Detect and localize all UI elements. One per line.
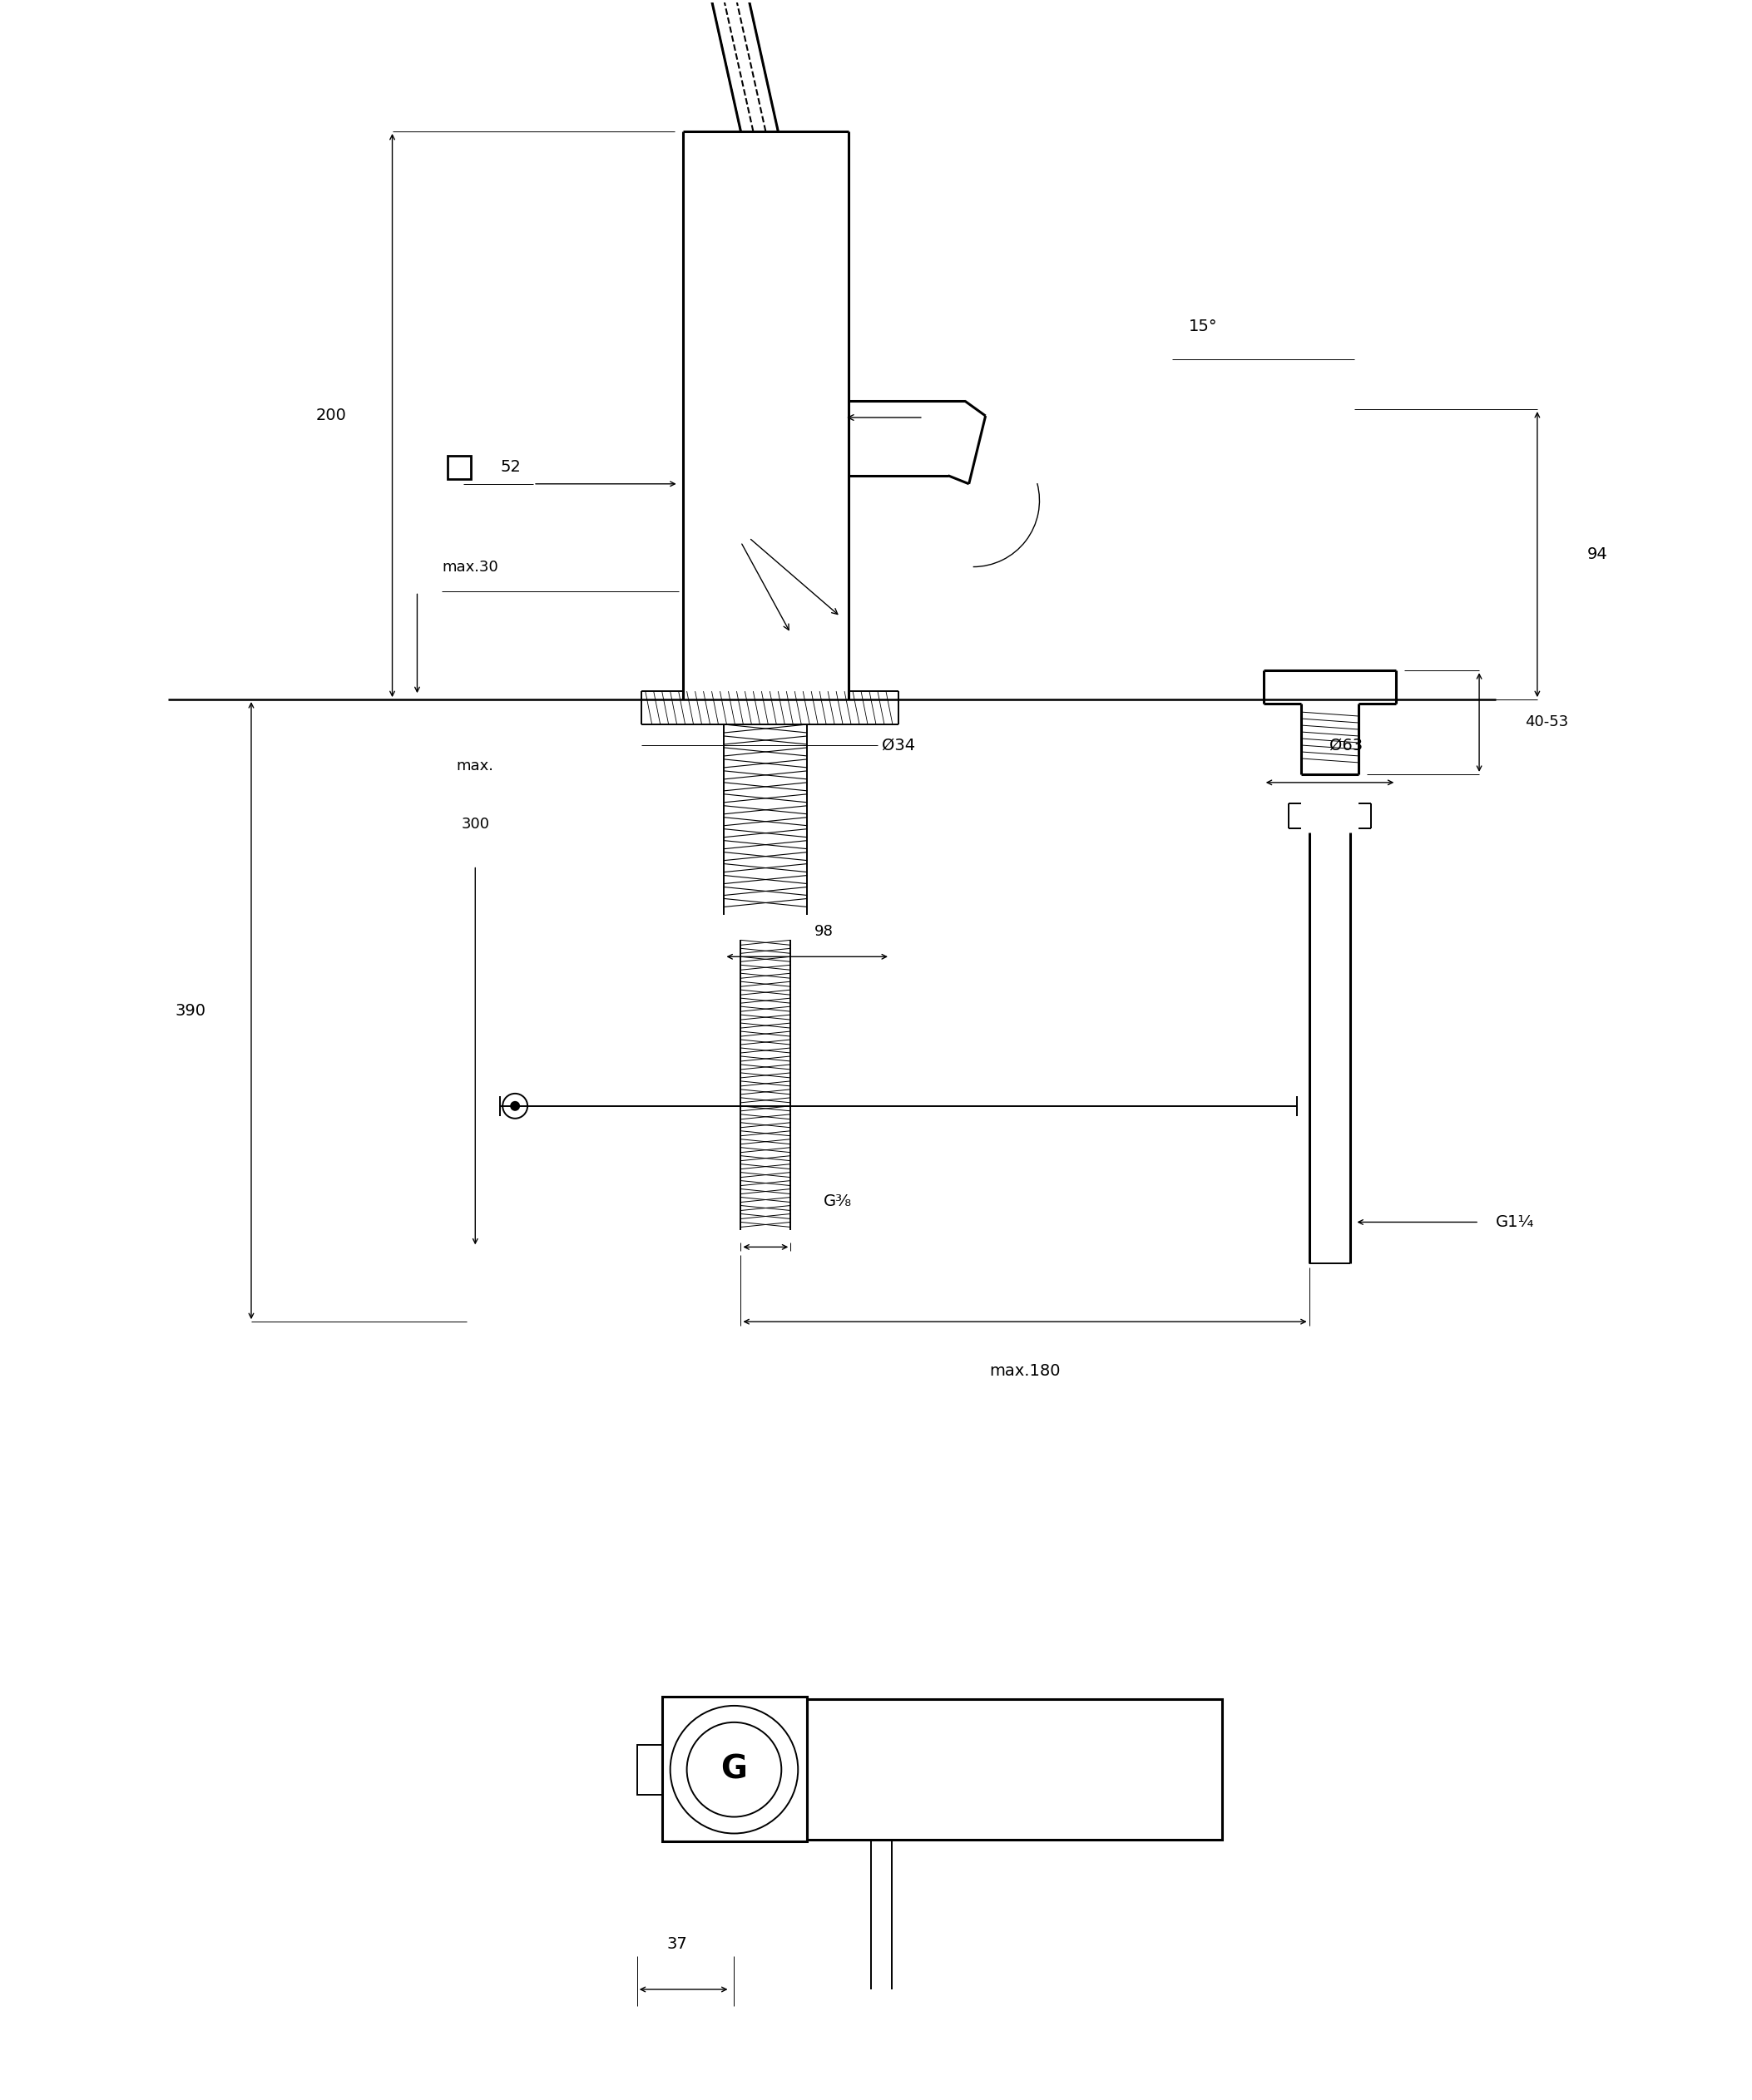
- Text: G: G: [720, 1754, 748, 1785]
- Text: 94: 94: [1587, 546, 1608, 563]
- Text: max.180: max.180: [988, 1363, 1060, 1380]
- Text: 200: 200: [315, 407, 347, 422]
- Text: 37: 37: [666, 1936, 687, 1951]
- Text: max.30: max.30: [442, 559, 498, 573]
- Text: 15°: 15°: [1190, 319, 1218, 334]
- Text: 390: 390: [175, 1002, 205, 1018]
- Bar: [638, 1745, 662, 1796]
- Circle shape: [512, 1102, 519, 1111]
- Bar: [662, 1697, 808, 1842]
- Text: G1¹⁄₄: G1¹⁄₄: [1496, 1214, 1535, 1231]
- Text: 40-53: 40-53: [1524, 714, 1568, 729]
- Text: 98: 98: [815, 924, 834, 939]
- Text: max.: max.: [457, 758, 494, 773]
- Text: 300: 300: [461, 817, 489, 832]
- Text: Ø63: Ø63: [1330, 737, 1363, 754]
- Bar: [808, 1699, 1221, 1840]
- Text: G³⁄₈: G³⁄₈: [823, 1193, 851, 1210]
- Text: Ø34: Ø34: [881, 737, 915, 754]
- Bar: [449, 456, 471, 479]
- Text: 52: 52: [499, 460, 520, 475]
